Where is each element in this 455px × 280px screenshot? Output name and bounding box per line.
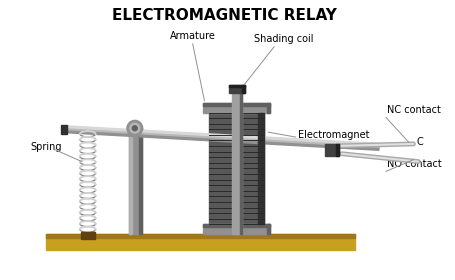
Bar: [46, 234, 354, 238]
Bar: [336, 144, 339, 156]
Text: NC contact: NC contact: [387, 106, 441, 115]
Bar: [203, 224, 270, 234]
Bar: [229, 85, 245, 87]
Bar: [240, 93, 242, 234]
Text: ELECTROMAGNETIC RELAY: ELECTROMAGNETIC RELAY: [111, 8, 337, 23]
Bar: [139, 128, 142, 234]
Bar: [258, 113, 264, 224]
Text: Armature: Armature: [170, 31, 216, 41]
Bar: [129, 128, 132, 234]
Bar: [242, 85, 245, 93]
Bar: [229, 85, 245, 93]
Bar: [267, 224, 270, 234]
Polygon shape: [65, 126, 379, 145]
Bar: [203, 224, 270, 227]
Bar: [267, 103, 270, 113]
Text: NO contact: NO contact: [387, 159, 442, 169]
Bar: [232, 93, 242, 234]
Polygon shape: [65, 130, 379, 150]
Circle shape: [132, 126, 137, 131]
Bar: [129, 128, 142, 234]
Bar: [203, 103, 270, 113]
Polygon shape: [65, 127, 379, 147]
Text: C: C: [416, 137, 423, 147]
Bar: [46, 234, 354, 250]
Circle shape: [127, 120, 143, 136]
Text: Spring: Spring: [31, 142, 62, 152]
Bar: [209, 113, 264, 224]
Circle shape: [130, 123, 140, 133]
Bar: [81, 232, 95, 239]
Bar: [325, 144, 339, 156]
Bar: [61, 125, 67, 134]
Bar: [203, 103, 270, 106]
Text: Electromagnet: Electromagnet: [298, 130, 369, 140]
Text: Shading coil: Shading coil: [254, 34, 314, 44]
